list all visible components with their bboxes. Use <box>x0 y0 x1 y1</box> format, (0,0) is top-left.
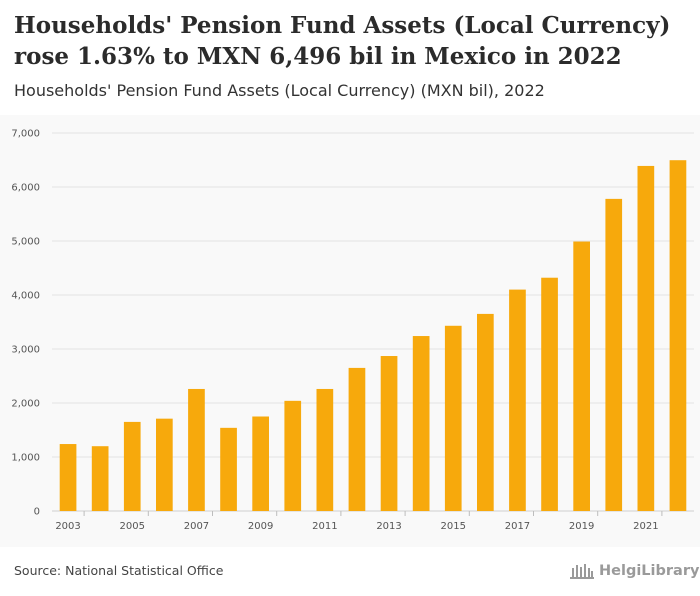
y-tick-label: 4,000 <box>11 291 40 302</box>
y-tick-label: 7,000 <box>11 129 40 140</box>
source-note: Source: National Statistical Office <box>14 563 224 578</box>
y-tick-label: 1,000 <box>11 453 40 464</box>
bar-2013 <box>380 356 398 511</box>
x-tick-label: 2019 <box>569 521 594 532</box>
y-tick-label: 3,000 <box>11 345 40 356</box>
x-tick-label: 2017 <box>505 521 530 532</box>
bar-2010 <box>284 400 302 511</box>
chart-subtitle: Households' Pension Fund Assets (Local C… <box>14 81 545 100</box>
x-tick-label: 2015 <box>441 521 466 532</box>
x-tick-label: 2013 <box>376 521 401 532</box>
bar-2009 <box>252 416 269 511</box>
y-tick-label: 0 <box>34 507 40 518</box>
bar-2005 <box>123 421 141 511</box>
chart-title: Households' Pension Fund Assets (Local C… <box>14 10 694 72</box>
x-tick-label: 2021 <box>633 521 658 532</box>
y-tick-label: 5,000 <box>11 237 40 248</box>
bar-2019 <box>573 241 590 511</box>
bar-2016 <box>477 313 494 511</box>
chart-area: 0 1,000 2,000 3,000 4,000 5,000 6,000 7,000 2003… <box>0 115 700 547</box>
y-tick-label: 2,000 <box>11 399 40 410</box>
library-building-icon <box>570 564 594 579</box>
x-tick-label: 2009 <box>248 521 273 532</box>
bar-2021 <box>637 165 655 511</box>
x-tick-label: 2003 <box>55 521 80 532</box>
bar-2008 <box>220 427 237 511</box>
bar-chart: 0 1,000 2,000 3,000 4,000 5,000 6,000 7,000 2003… <box>11 129 694 532</box>
bar-2012 <box>348 367 366 511</box>
x-tick-label: 2011 <box>312 521 337 532</box>
bar-2003 <box>59 444 77 511</box>
bar-2006 <box>156 418 173 511</box>
bar-2017 <box>509 289 526 511</box>
bar-2022 <box>669 160 687 511</box>
logo-text: HelgiLibrary <box>599 563 700 579</box>
x-tick-label: 2005 <box>120 521 145 532</box>
bar-2004 <box>91 446 109 511</box>
title-line-2: rose 1.63% to MXN 6,496 bil in Mexico in… <box>14 43 622 70</box>
title-line-1: Households' Pension Fund Assets (Local C… <box>14 12 671 39</box>
bar-2015 <box>444 325 462 511</box>
bar-2014 <box>412 336 430 511</box>
helgilibrary-logo: HelgiLibrary <box>569 562 699 580</box>
bar-2011 <box>316 388 334 511</box>
bar-2018 <box>541 277 558 511</box>
y-tick-label: 6,000 <box>11 183 40 194</box>
bar-2007 <box>188 388 205 511</box>
x-tick-label: 2007 <box>184 521 209 532</box>
bar-2020 <box>605 198 623 511</box>
